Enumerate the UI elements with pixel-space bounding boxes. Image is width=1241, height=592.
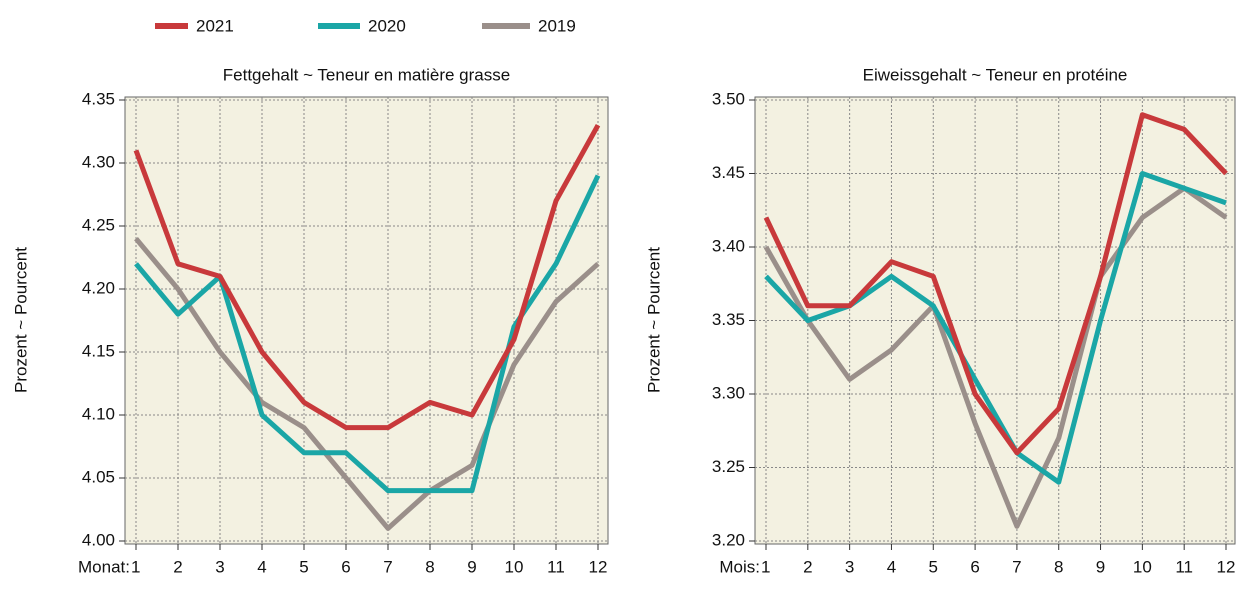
x-tick-label: 6	[341, 557, 350, 576]
y-axis-label: Prozent ~ Pourcent	[11, 247, 30, 393]
x-tick-label: 10	[505, 557, 524, 576]
x-tick-label: 3	[845, 557, 854, 576]
chart-title: Fettgehalt ~ Teneur en matière grasse	[223, 65, 510, 84]
x-tick-label: 12	[589, 557, 608, 576]
y-tick-label: 3.35	[712, 310, 745, 329]
x-tick-label: 1	[131, 557, 140, 576]
series-line	[133, 123, 601, 431]
chart-title: Eiweissgehalt ~ Teneur en protéine	[863, 65, 1128, 84]
x-tick-label: 6	[970, 557, 979, 576]
x-tick-label: 8	[1054, 557, 1063, 576]
y-tick-label: 3.50	[712, 89, 745, 108]
y-tick-label: 3.30	[712, 383, 745, 402]
x-axis-label: Monat:	[78, 557, 130, 576]
x-tick-label: 11	[547, 557, 565, 576]
x-tick-label: 8	[425, 557, 434, 576]
y-tick-label: 4.10	[82, 404, 115, 423]
x-tick-label: 1	[761, 557, 770, 576]
series-line	[763, 185, 1228, 529]
y-tick-label: 3.20	[712, 530, 745, 549]
y-axis-label: Prozent ~ Pourcent	[644, 247, 663, 393]
x-tick-label: 9	[467, 557, 476, 576]
x-tick-label: 2	[803, 557, 812, 576]
x-tick-label: 5	[299, 557, 308, 576]
series-line	[134, 236, 600, 531]
series-line	[763, 112, 1228, 456]
y-tick-label: 4.20	[82, 278, 115, 297]
x-tick-label: 2	[173, 557, 182, 576]
legend-label: 2020	[368, 16, 406, 35]
y-tick-label: 3.25	[712, 457, 745, 476]
x-tick-label: 9	[1096, 557, 1105, 576]
y-tick-label: 4.35	[82, 89, 115, 108]
x-axis-label: Mois:	[719, 557, 760, 576]
x-tick-label: 11	[1175, 557, 1193, 576]
x-tick-label: 5	[929, 557, 938, 576]
y-tick-label: 3.45	[712, 163, 745, 182]
x-tick-label: 7	[1012, 557, 1021, 576]
y-tick-label: 4.15	[82, 341, 115, 360]
y-tick-label: 4.30	[82, 152, 115, 171]
x-tick-label: 3	[215, 557, 224, 576]
x-tick-label: 7	[383, 557, 392, 576]
x-tick-label: 4	[257, 557, 266, 576]
legend-label: 2019	[538, 16, 576, 35]
x-tick-label: 10	[1133, 557, 1152, 576]
y-tick-label: 4.00	[82, 530, 115, 549]
x-tick-label: 4	[887, 557, 896, 576]
y-tick-label: 3.40	[712, 236, 745, 255]
x-tick-label: 12	[1217, 557, 1236, 576]
legend-label: 2021	[196, 16, 234, 35]
y-tick-label: 4.05	[82, 467, 115, 486]
y-tick-label: 4.25	[82, 215, 115, 234]
